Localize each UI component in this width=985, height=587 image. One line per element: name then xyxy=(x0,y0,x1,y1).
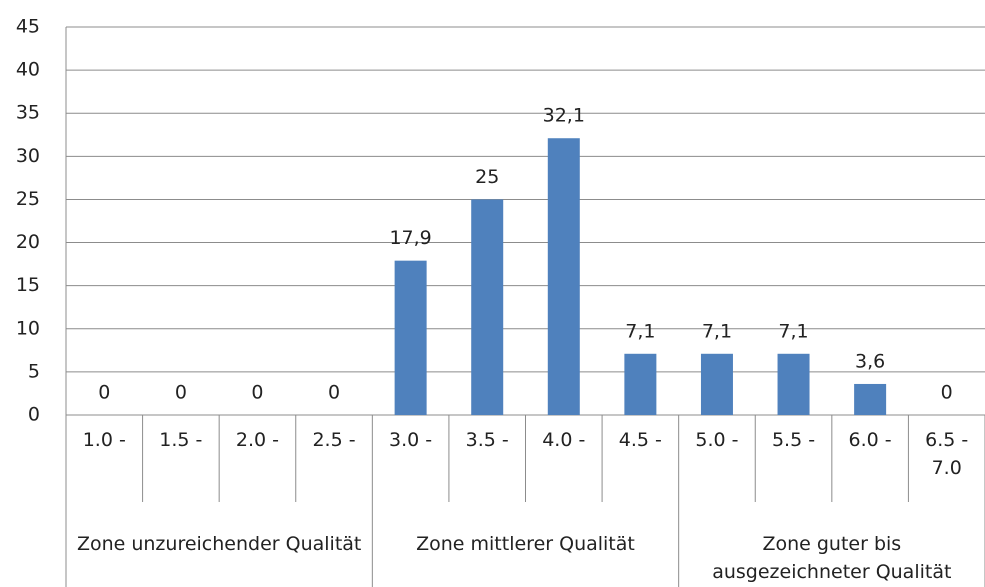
bar xyxy=(547,138,580,415)
x-tick-label: 4.5 - xyxy=(618,429,662,451)
data-label: 32,1 xyxy=(543,105,585,127)
data-label: 7,1 xyxy=(702,320,732,342)
y-tick-label: 40 xyxy=(16,59,40,81)
bar xyxy=(700,353,733,415)
data-label: 0 xyxy=(328,382,340,404)
x-tick-label: 6.0 - xyxy=(848,429,892,451)
bar xyxy=(471,199,504,415)
data-label: 17,9 xyxy=(389,227,431,249)
bar xyxy=(854,383,887,415)
data-label: 3,6 xyxy=(855,350,885,372)
y-tick-label: 15 xyxy=(16,274,40,296)
bar xyxy=(777,353,810,415)
y-tick-label: 45 xyxy=(16,16,40,38)
bar xyxy=(394,260,427,415)
x-tick-label: 5.0 - xyxy=(695,429,739,451)
y-tick-label: 25 xyxy=(16,188,40,210)
data-label: 7,1 xyxy=(778,320,808,342)
group-label: Zone unzureichender Qualität xyxy=(76,533,362,555)
y-tick-label: 35 xyxy=(16,102,40,124)
group-label: Zone guter bis ausgezeichneter Qualität xyxy=(712,533,952,583)
data-label: 0 xyxy=(175,382,187,404)
x-tick-label: 4.0 - xyxy=(542,429,586,451)
y-tick-label: 5 xyxy=(28,360,40,382)
data-label: 0 xyxy=(98,382,110,404)
group-label: Zone mittlerer Qualität xyxy=(416,533,635,555)
x-tick-label: 5.5 - xyxy=(771,429,816,451)
y-tick-label: 20 xyxy=(16,231,40,253)
y-tick-label: 30 xyxy=(16,145,40,167)
x-tick-label: 6.5 - 7.0 xyxy=(925,429,969,479)
x-tick-label: 1.0 - xyxy=(82,429,126,451)
y-tick-label: 0 xyxy=(28,404,40,426)
x-tick-label: 3.0 - xyxy=(389,429,433,451)
data-label: 25 xyxy=(475,166,499,188)
data-label: 0 xyxy=(941,382,953,404)
bar xyxy=(624,353,657,415)
data-label: 7,1 xyxy=(625,320,655,342)
x-tick-label: 2.5 - xyxy=(312,429,356,451)
x-tick-label: 1.5 - xyxy=(159,429,203,451)
data-label: 0 xyxy=(251,382,263,404)
x-tick-label: 2.0 - xyxy=(235,429,279,451)
y-tick-label: 10 xyxy=(16,317,40,339)
x-tick-label: 3.5 - xyxy=(465,429,509,451)
